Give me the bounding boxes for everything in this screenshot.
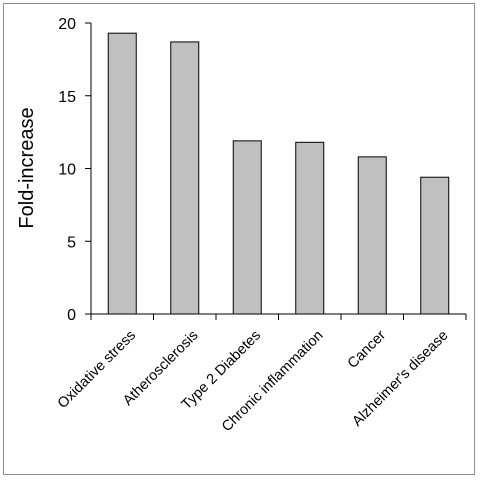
y-tick-label: 10 bbox=[58, 162, 76, 179]
x-tick-label: Cancer bbox=[345, 327, 389, 371]
bar bbox=[107, 32, 137, 315]
bar bbox=[232, 140, 262, 315]
bar bbox=[170, 41, 200, 315]
y-tick-label: 15 bbox=[58, 89, 76, 106]
y-tick-label: 0 bbox=[67, 307, 76, 324]
chart-axes bbox=[85, 22, 467, 320]
y-tick-label: 20 bbox=[58, 16, 76, 33]
x-tick-label: Chronic inflammation bbox=[219, 328, 327, 436]
y-axis-label: Fold-increase bbox=[16, 107, 38, 228]
y-tick-label: 5 bbox=[67, 234, 76, 251]
bar bbox=[295, 141, 325, 315]
bar bbox=[357, 156, 387, 315]
y-tick-labels: 0 5 10 15 20 bbox=[58, 16, 76, 324]
bar bbox=[420, 176, 450, 315]
chart-bars bbox=[107, 32, 450, 315]
